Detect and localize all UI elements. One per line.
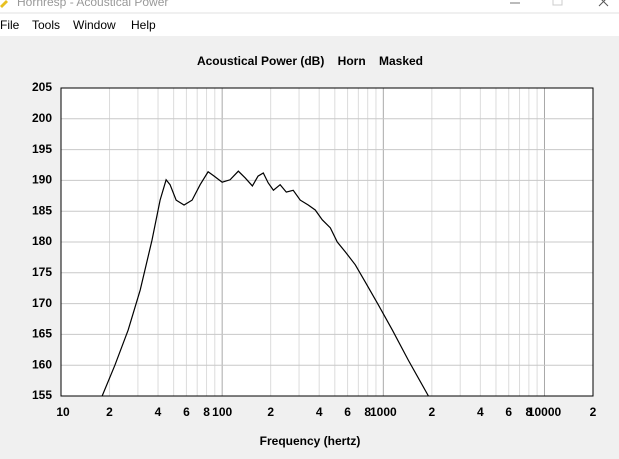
x-tick-label: 8 [364, 405, 371, 419]
x-tick-label: 4 [155, 405, 162, 419]
x-tick-label: 10000 [528, 405, 562, 419]
menu-item[interactable]: Help [131, 18, 156, 32]
x-tick-label: 6 [344, 405, 351, 419]
y-tick-label: 205 [32, 80, 52, 94]
chart: Acoustical Power (dB) Horn Masked Freque… [0, 36, 619, 459]
x-tick-label: 1000 [370, 405, 397, 419]
data-line [101, 170, 429, 397]
maximize[interactable] [552, 0, 563, 6]
x-tick-label: 8 [526, 405, 533, 419]
plot-border [60, 87, 594, 397]
x-tick-label: 4 [316, 405, 323, 419]
x-tick-label: 6 [505, 405, 512, 419]
close[interactable] [598, 0, 609, 7]
window-title: Hornresp - Acoustical Power [17, 0, 169, 9]
y-tick-label: 175 [32, 265, 52, 279]
app-icon [0, 0, 8, 8]
y-tick-label: 155 [32, 388, 52, 402]
x-tick-label: 100 [212, 405, 232, 419]
y-tick-label: 160 [32, 357, 52, 371]
x-tick-label: 6 [183, 405, 190, 419]
y-tick-label: 195 [32, 142, 52, 156]
y-tick-label: 165 [32, 327, 52, 341]
x-tick-label: 2 [428, 405, 435, 419]
y-tick-label: 200 [32, 111, 52, 125]
x-tick-label: 2 [590, 405, 597, 419]
title-bar: Hornresp - Acoustical Power [0, 0, 619, 12]
y-tick-label: 190 [32, 173, 52, 187]
y-tick-label: 180 [32, 234, 52, 248]
x-tick-label: 8 [203, 405, 210, 419]
y-tick-label: 170 [32, 296, 52, 310]
y-tick-label: 185 [32, 203, 52, 217]
menu-bar: File Tools Window Help [0, 14, 619, 36]
menu-item[interactable]: Tools [32, 18, 61, 32]
x-tick-label: 2 [267, 405, 274, 419]
x-tick-label: 4 [477, 405, 484, 419]
menu-item[interactable]: File [0, 18, 20, 32]
x-tick-label: 10 [56, 405, 70, 419]
x-tick-label: 2 [106, 405, 113, 419]
chart-title: Acoustical Power (dB) Horn Masked [197, 54, 423, 68]
x-axis-label: Frequency (hertz) [260, 434, 361, 448]
menu-item[interactable]: Window [73, 18, 116, 32]
title-icons [0, 0, 609, 8]
